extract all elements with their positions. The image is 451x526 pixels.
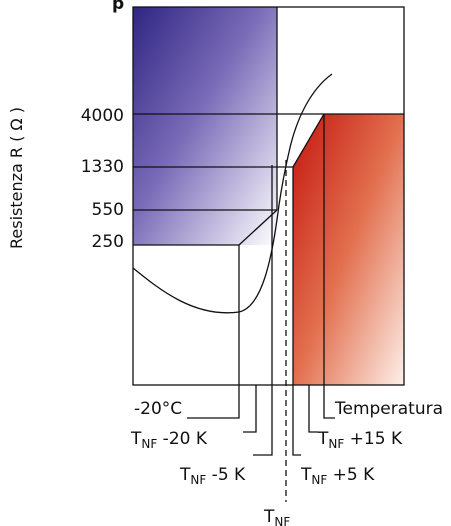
hot-zone-gradient xyxy=(293,114,404,385)
resistance-curve xyxy=(132,73,333,314)
leader-minus5k xyxy=(253,165,273,456)
plot-frame xyxy=(132,6,405,386)
diagonal-1330-4000 xyxy=(292,113,325,168)
y-tick-1330: 1330 xyxy=(81,157,124,177)
y-tick-250: 250 xyxy=(92,232,124,252)
y-axis-title: Resistenza R ( Ω ) xyxy=(7,107,26,249)
leader-minus20k xyxy=(243,385,257,433)
label-minus20c: -20°C xyxy=(134,399,182,419)
partial-title-glyph: p xyxy=(112,0,124,14)
label-tnf-plus15k: TNF +15 K xyxy=(317,429,403,451)
leader-plus15k xyxy=(308,385,318,433)
leader-plus5k xyxy=(292,385,301,456)
label-tnf-minus5k: TNF -5 K xyxy=(179,465,246,487)
leader-temperatura xyxy=(323,385,335,419)
diagonal-250-550 xyxy=(238,209,278,246)
label-tnf: TNF xyxy=(263,507,290,526)
label-tnf-plus5k: TNF +5 K xyxy=(300,465,375,487)
label-temperatura: Temperatura xyxy=(334,399,443,419)
y-tick-4000: 4000 xyxy=(81,106,124,126)
leader-minus20c xyxy=(187,385,240,419)
y-tick-550: 550 xyxy=(92,200,124,220)
label-tnf-minus20k: TNF -20 K xyxy=(130,429,208,451)
cold-zone-gradient xyxy=(133,7,277,245)
